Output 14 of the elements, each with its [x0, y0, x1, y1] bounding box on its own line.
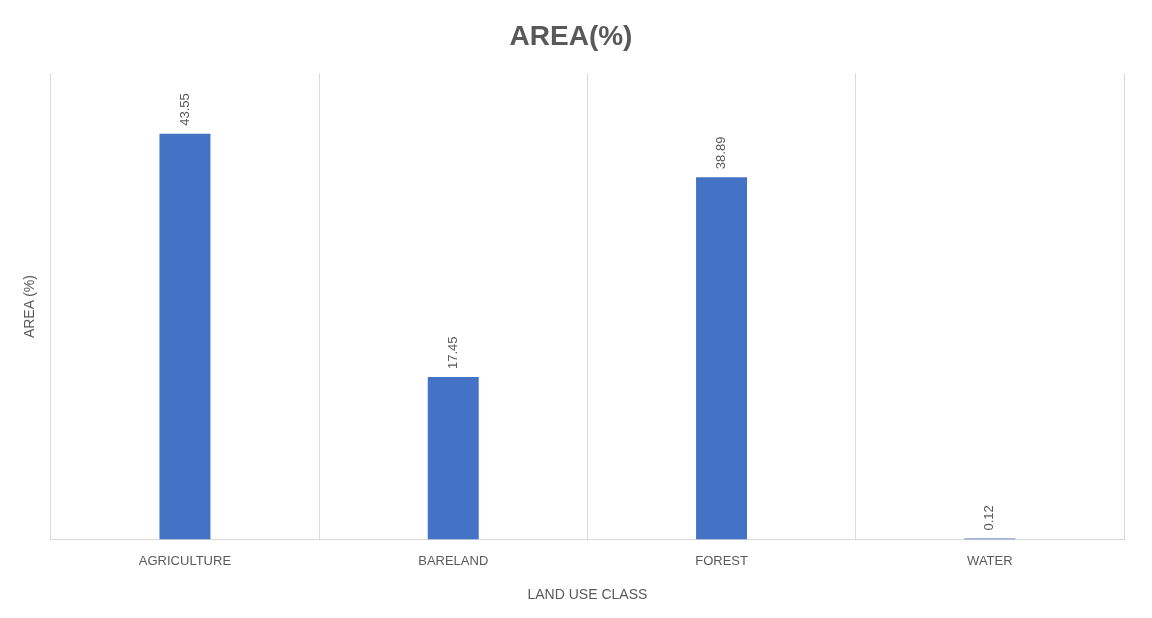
data-label: 17.45 [444, 336, 460, 369]
x-axis-title: LAND USE CLASS [527, 586, 648, 603]
x-tick-label: BARELAND [418, 552, 489, 568]
data-label: 38.89 [713, 136, 729, 170]
bar [427, 376, 479, 540]
bar [696, 177, 748, 540]
y-axis-title: AREA (%) [21, 275, 38, 339]
bar [159, 133, 211, 540]
chart-title: AREA(%) [509, 19, 633, 51]
x-tick-label: WATER [967, 552, 1013, 568]
x-tick-label: FOREST [695, 552, 748, 568]
x-tick-label: AGRICULTURE [138, 552, 232, 568]
data-label: 0.12 [981, 505, 997, 531]
data-label: 43.55 [176, 93, 192, 126]
